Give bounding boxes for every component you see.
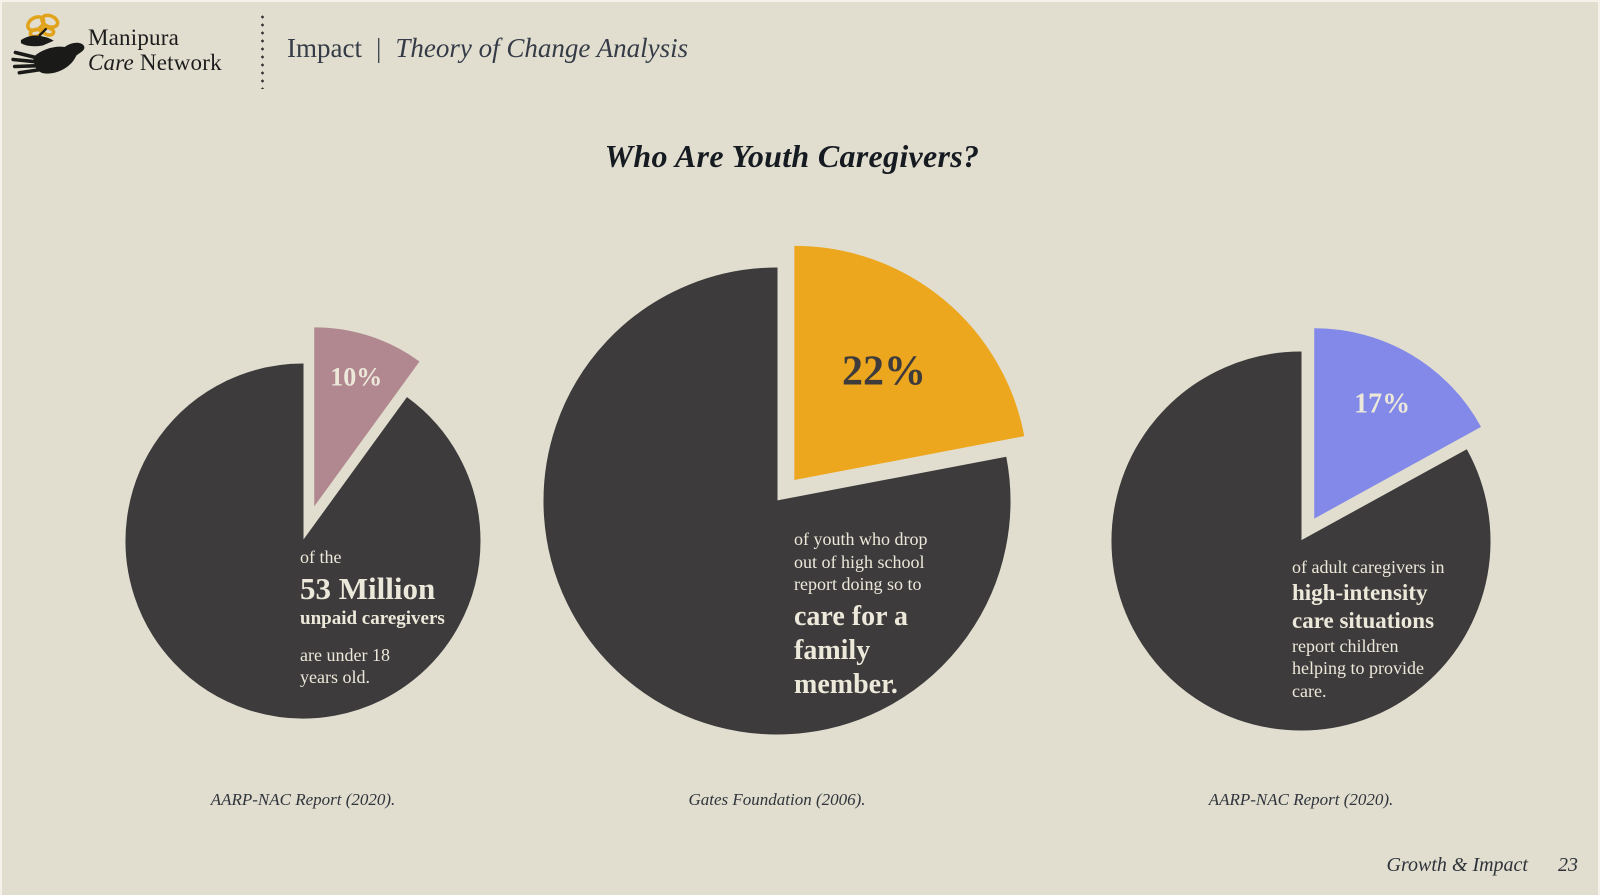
brand-name-line1: Manipura xyxy=(88,25,180,50)
source-citation: AARP-NAC Report (2020). xyxy=(210,790,396,809)
annotation-line-bold: unpaid caregivers xyxy=(300,607,445,629)
annotation-line: care. xyxy=(1292,680,1327,701)
header-breadcrumb: Impact | Theory of Change Analysis xyxy=(287,33,688,64)
pie-percent-label: 22% xyxy=(842,349,926,395)
slide-title: Who Are Youth Caregivers? xyxy=(604,138,980,174)
pie-base-slice xyxy=(125,363,481,719)
pie-figure-under-18: 10% of the 53 Million unpaid caregivers … xyxy=(80,268,550,738)
annotation-line-bold: care situations xyxy=(1292,607,1435,633)
source-citation: Gates Foundation (2006). xyxy=(688,790,866,809)
pie-percent-label: 17% xyxy=(1354,388,1410,419)
pie-accent-slice xyxy=(314,327,420,507)
header-pipe-separator: | xyxy=(375,33,382,63)
brand-name-line2: Care Network xyxy=(88,50,222,75)
pie-annotation-under-18: of the 53 Million unpaid caregivers are … xyxy=(300,546,445,689)
pie-svg-2: 17% xyxy=(1111,328,1491,731)
pie-base-slice xyxy=(1111,351,1491,731)
annotation-line: of the xyxy=(300,547,342,567)
brand-name-network: Network xyxy=(133,50,222,75)
annotation-line: are under 18 xyxy=(300,644,390,665)
pie-svg-0: 10% xyxy=(125,327,481,719)
logo-svg xyxy=(11,13,85,75)
annotation-spacer xyxy=(300,631,445,644)
pie-figure-dropouts: 22% of youth who drop out of high school… xyxy=(515,228,1060,773)
footer-page-number: 23 xyxy=(1558,854,1578,876)
pie-accent-slice xyxy=(1314,328,1482,519)
annotation-line: of youth who drop xyxy=(794,529,928,549)
annotation-line: of adult caregivers in xyxy=(1292,557,1445,577)
annotation-line: years old. xyxy=(300,667,370,687)
pie-accent-slice xyxy=(794,245,1025,481)
annotation-line: out of high school xyxy=(794,551,925,572)
header-subtitle: Theory of Change Analysis xyxy=(395,33,689,63)
annotation-line-bold: family xyxy=(794,634,871,666)
annotation-line: helping to provide xyxy=(1292,658,1424,678)
brand-name-care: Care xyxy=(88,50,134,75)
annotation-line-bold: member. xyxy=(794,668,898,700)
annotation-line-bold: high-intensity xyxy=(1292,579,1428,605)
footer-section-label: Growth & Impact xyxy=(1386,854,1528,876)
pie-svg-1: 22% xyxy=(543,245,1025,735)
slide-footer: Growth & Impact 23 xyxy=(1387,854,1578,877)
pie-annotation-dropouts: of youth who drop out of high school rep… xyxy=(794,528,928,702)
pie-base-slice xyxy=(543,267,1011,735)
annotation-line-bold: care for a xyxy=(794,600,909,632)
header-dotted-divider xyxy=(261,13,264,89)
brand-name: Manipura Care Network xyxy=(88,25,222,75)
pie-figure-high-intensity: 17% of adult caregivers in high-intensit… xyxy=(1085,298,1515,748)
annotation-line: report doing so to xyxy=(794,574,922,594)
pie-annotation-high-intensity: of adult caregivers in high-intensity ca… xyxy=(1292,556,1444,702)
pie-percent-label: 10% xyxy=(330,362,382,391)
annotation-line: report children xyxy=(1292,635,1399,656)
annotation-line-emphasis: 53 Million xyxy=(300,570,436,606)
source-citation: AARP-NAC Report (2020). xyxy=(1208,790,1394,809)
brand-logo-hand-butterfly-icon xyxy=(10,8,88,86)
header-section-label: Impact xyxy=(287,33,362,63)
